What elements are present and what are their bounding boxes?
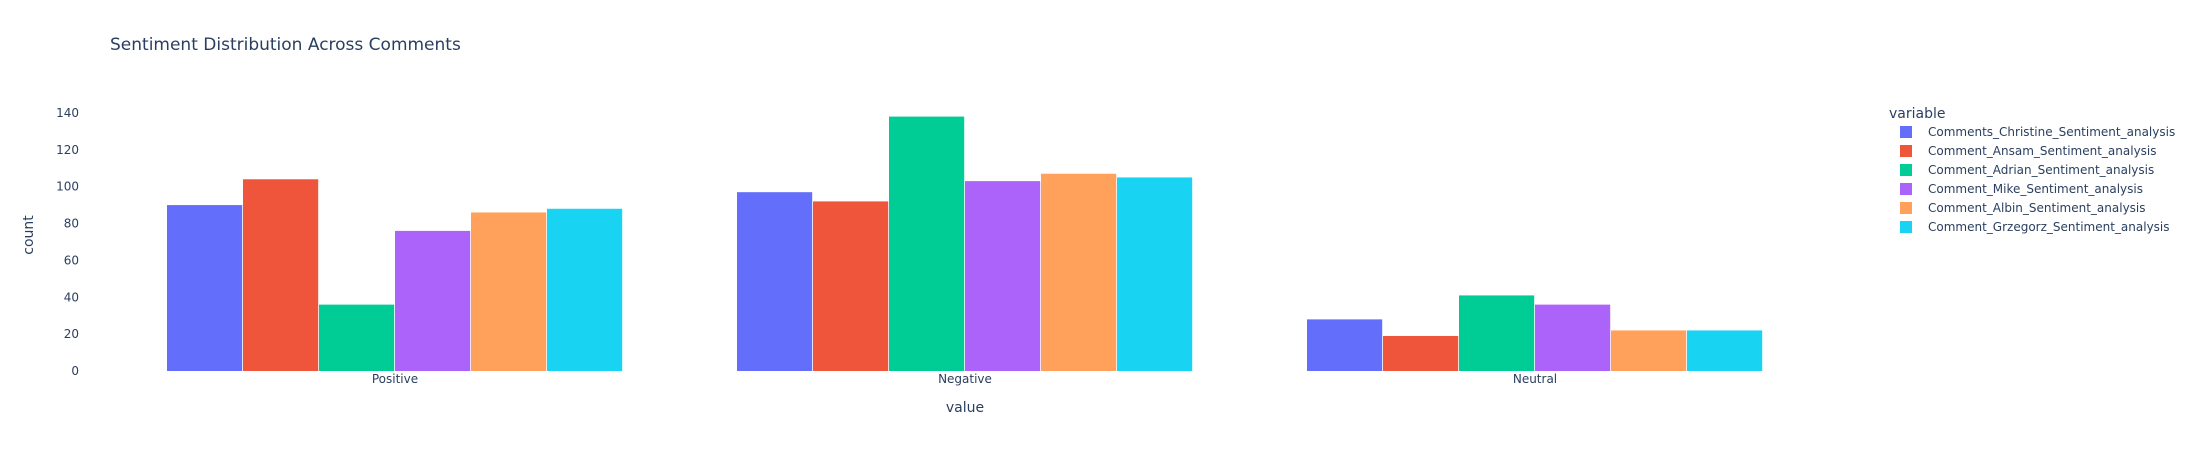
bar[interactable] bbox=[1117, 177, 1193, 371]
y-tick-label: 60 bbox=[64, 253, 79, 267]
bar[interactable] bbox=[1041, 173, 1117, 371]
bar[interactable] bbox=[1383, 335, 1459, 371]
bar[interactable] bbox=[471, 212, 547, 371]
x-tick-label: Negative bbox=[938, 372, 992, 386]
y-tick-label: 20 bbox=[64, 327, 79, 341]
legend-item[interactable]: Comment_Mike_Sentiment_analysis bbox=[1900, 182, 2143, 196]
legend-label: Comment_Adrian_Sentiment_analysis bbox=[1928, 163, 2154, 177]
y-tick-label: 80 bbox=[64, 217, 79, 231]
bar[interactable] bbox=[1459, 295, 1535, 371]
x-tick-label: Neutral bbox=[1513, 372, 1557, 386]
y-tick-label: 100 bbox=[56, 180, 79, 194]
legend-swatch bbox=[1900, 202, 1912, 214]
legend-label: Comment_Albin_Sentiment_analysis bbox=[1928, 201, 2146, 215]
legend-item[interactable]: Comments_Christine_Sentiment_analysis bbox=[1900, 125, 2175, 139]
bar[interactable] bbox=[889, 116, 965, 371]
y-tick-label: 120 bbox=[56, 143, 79, 157]
y-axis-title: count bbox=[21, 215, 37, 255]
bar[interactable] bbox=[965, 181, 1041, 371]
bar[interactable] bbox=[547, 208, 623, 371]
legend-label: Comment_Ansam_Sentiment_analysis bbox=[1928, 144, 2157, 158]
bar[interactable] bbox=[243, 179, 319, 371]
legend-swatch bbox=[1900, 145, 1912, 157]
bar[interactable] bbox=[737, 192, 813, 371]
chart-title: Sentiment Distribution Across Comments bbox=[110, 35, 461, 55]
legend-item[interactable]: Comment_Ansam_Sentiment_analysis bbox=[1900, 144, 2157, 158]
bar[interactable] bbox=[319, 304, 395, 371]
legend-title: variable bbox=[1889, 106, 1945, 122]
legend-label: Comment_Mike_Sentiment_analysis bbox=[1928, 182, 2143, 196]
y-tick-label: 0 bbox=[71, 364, 79, 378]
y-tick-label: 140 bbox=[56, 106, 79, 120]
x-tick-label: Positive bbox=[372, 372, 418, 386]
bar[interactable] bbox=[1535, 304, 1611, 371]
legend-swatch bbox=[1900, 183, 1912, 195]
bar[interactable] bbox=[1611, 330, 1687, 371]
bar[interactable] bbox=[813, 201, 889, 371]
legend[interactable]: Comments_Christine_Sentiment_analysis Com… bbox=[1900, 125, 2175, 234]
bar[interactable] bbox=[1307, 319, 1383, 371]
legend-swatch bbox=[1900, 221, 1912, 233]
legend-item[interactable]: Comment_Grzegorz_Sentiment_analysis bbox=[1900, 220, 2170, 234]
y-axis: 0 20 40 60 80 100 120 140 bbox=[56, 106, 79, 378]
legend-item[interactable]: Comment_Albin_Sentiment_analysis bbox=[1900, 201, 2146, 215]
y-tick-label: 40 bbox=[64, 290, 79, 304]
legend-swatch bbox=[1900, 126, 1912, 138]
legend-swatch bbox=[1900, 164, 1912, 176]
bars-group bbox=[167, 116, 1763, 371]
legend-label: Comments_Christine_Sentiment_analysis bbox=[1928, 125, 2175, 139]
bar[interactable] bbox=[395, 230, 471, 371]
bar[interactable] bbox=[167, 205, 243, 371]
x-axis-title: value bbox=[946, 400, 984, 416]
legend-label: Comment_Grzegorz_Sentiment_analysis bbox=[1928, 220, 2170, 234]
x-axis: Positive Negative Neutral bbox=[372, 372, 1557, 386]
bar[interactable] bbox=[1687, 330, 1763, 371]
legend-item[interactable]: Comment_Adrian_Sentiment_analysis bbox=[1900, 163, 2154, 177]
